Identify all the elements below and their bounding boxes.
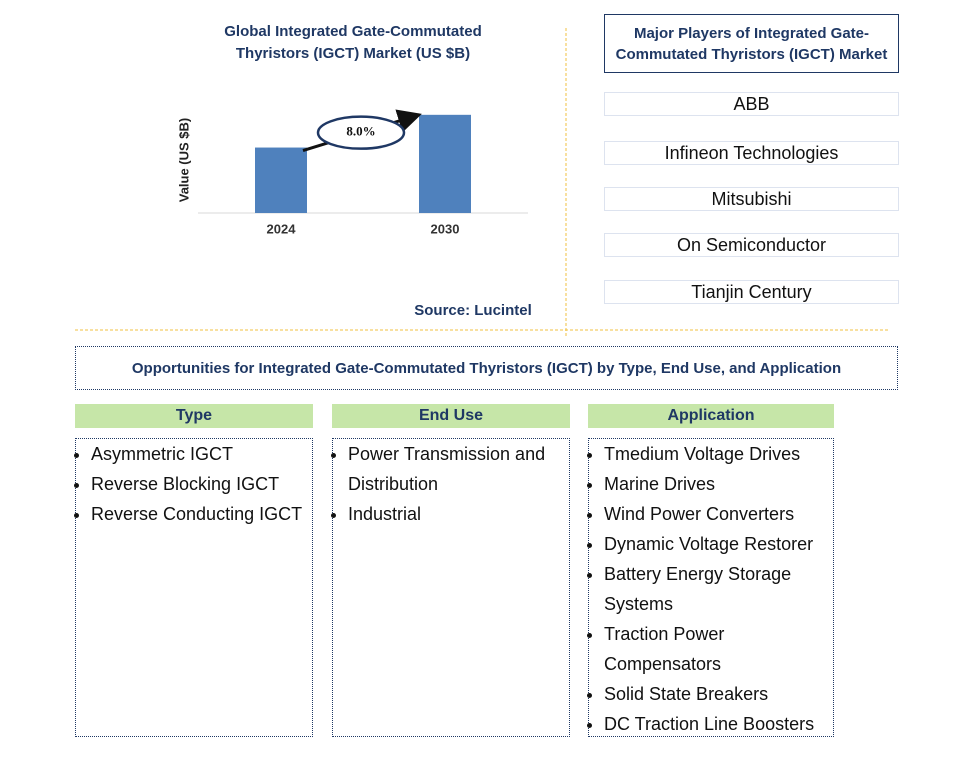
- y-axis-label: Value (US $B): [176, 118, 191, 203]
- list-item: Tmedium Voltage Drives: [604, 439, 831, 469]
- column-box: Power Transmission and DistributionIndus…: [332, 438, 570, 737]
- source: Source: Lucintel: [414, 302, 532, 319]
- column-box: Tmedium Voltage DrivesMarine DrivesWind …: [588, 438, 834, 737]
- opportunities-title: Opportunities for Integrated Gate-Commut…: [75, 346, 898, 390]
- item-list: Power Transmission and DistributionIndus…: [333, 439, 569, 529]
- column-header: Application: [588, 404, 834, 428]
- player-item: Infineon Technologies: [604, 141, 899, 165]
- chart-title: Global Integrated Gate-Commutated Thyris…: [224, 23, 482, 62]
- bar: [419, 114, 471, 213]
- column-header: Type: [75, 404, 313, 428]
- list-item: Reverse Conducting IGCT: [91, 499, 310, 529]
- item-list: Tmedium Voltage DrivesMarine DrivesWind …: [589, 439, 833, 739]
- cagr-label: 8.0%: [346, 124, 375, 139]
- list-item: Wind Power Converters: [604, 499, 831, 529]
- list-item: Power Transmission and Distribution: [348, 439, 567, 499]
- players-title: Major Players of Integrated Gate-Commuta…: [604, 14, 899, 73]
- player-item: Tianjin Century: [604, 280, 899, 304]
- player-item: ABB: [604, 92, 899, 116]
- column-header: End Use: [332, 404, 570, 428]
- item-list: Asymmetric IGCTReverse Blocking IGCTReve…: [76, 439, 312, 529]
- x-tick-label: 2030: [431, 221, 460, 236]
- list-item: Traction Power Compensators: [604, 619, 831, 679]
- player-item: Mitsubishi: [604, 187, 899, 211]
- list-item: Marine Drives: [604, 469, 831, 499]
- chart: Value (US $B) Source: Lucintel 2024 2030 8…: [75, 28, 888, 336]
- player-item: On Semiconductor: [604, 233, 899, 257]
- list-item: Battery Energy Storage Systems: [604, 559, 831, 619]
- list-item: DC Traction Line Boosters: [604, 709, 831, 739]
- column-box: Asymmetric IGCTReverse Blocking IGCTReve…: [75, 438, 313, 737]
- cagr-ellipse: [316, 115, 406, 150]
- list-item: Solid State Breakers: [604, 679, 831, 709]
- list-item: Industrial: [348, 499, 567, 529]
- bar: [255, 147, 307, 213]
- list-item: Asymmetric IGCT: [91, 439, 310, 469]
- list-item: Dynamic Voltage Restorer: [604, 529, 831, 559]
- x-tick-label: 2024: [267, 221, 297, 236]
- list-item: Reverse Blocking IGCT: [91, 469, 310, 499]
